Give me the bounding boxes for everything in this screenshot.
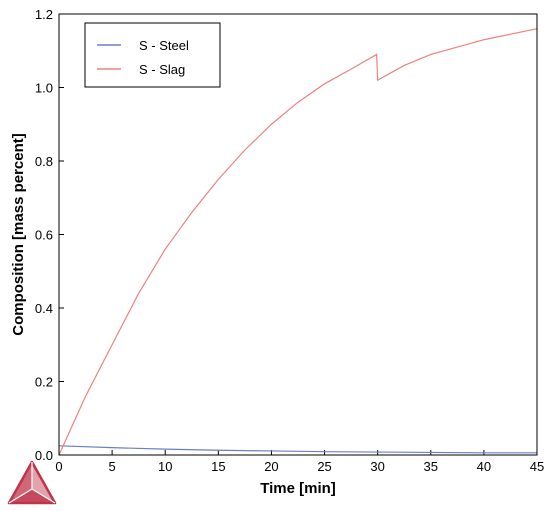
series-lines [58, 28, 538, 456]
y-tick-label: 0.4 [35, 301, 53, 316]
plot-frame [58, 13, 538, 456]
x-tick-label: 45 [530, 459, 544, 474]
x-tick-label: 15 [211, 459, 225, 474]
series-line-slag [58, 28, 538, 456]
x-tick-label: 25 [317, 459, 331, 474]
x-tick-label: 30 [370, 459, 384, 474]
thermo-calc-logo-icon [7, 460, 57, 505]
legend-label: S - Steel [139, 38, 189, 53]
legend-label: S - Slag [139, 62, 185, 77]
x-tick-label: 35 [424, 459, 438, 474]
x-tick-label: 0 [55, 459, 62, 474]
legend: S - Steel S - Slag [84, 22, 221, 88]
x-tick-label: 40 [477, 459, 491, 474]
x-axis-title: Time [min] [260, 480, 336, 497]
legend-box [84, 22, 221, 88]
series-line-steel [58, 445, 537, 454]
x-tick-label: 20 [264, 459, 278, 474]
y-tick-label: 0.6 [35, 228, 53, 243]
y-tick-label: 0.2 [35, 375, 53, 390]
x-tick-label: 5 [108, 459, 115, 474]
x-tick-label: 10 [158, 459, 172, 474]
y-tick-label: 1.0 [35, 81, 53, 96]
y-axis-title: Composition [mass percent] [10, 133, 27, 336]
tick-labels: 0 5 10 15 20 25 30 35 40 45 0.0 0.2 0.4 0.6 0.8 1.0 1.2 [35, 7, 544, 474]
y-tick-label: 0.0 [35, 448, 53, 463]
y-tick-label: 1.2 [35, 7, 53, 22]
y-tick-label: 0.8 [35, 154, 53, 169]
